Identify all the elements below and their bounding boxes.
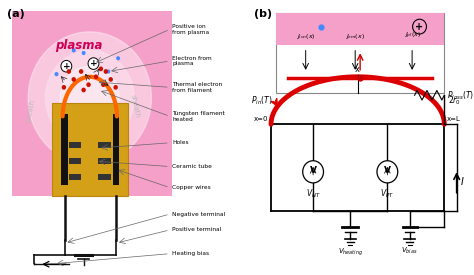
Text: I: I [460, 177, 463, 187]
Bar [99, 142, 111, 148]
Bar [62, 114, 68, 185]
Circle shape [60, 66, 119, 130]
Text: x: x [355, 65, 360, 74]
Text: $V_{bias}$: $V_{bias}$ [401, 246, 418, 257]
Circle shape [55, 72, 58, 76]
Text: +: + [416, 22, 424, 32]
Text: x=L: x=L [447, 116, 461, 122]
Circle shape [104, 69, 108, 74]
Text: V: V [384, 166, 391, 175]
Text: x=0: x=0 [254, 116, 269, 122]
Text: (a): (a) [7, 9, 25, 20]
Bar [99, 158, 111, 164]
Circle shape [109, 77, 113, 82]
Text: $V_{PT}$: $V_{PT}$ [380, 187, 394, 200]
Text: Electron from
plasma: Electron from plasma [173, 56, 212, 66]
Circle shape [377, 161, 398, 183]
Circle shape [62, 85, 66, 90]
Text: Ceramic tube: Ceramic tube [173, 164, 212, 169]
Text: sheath: sheath [26, 99, 36, 123]
Text: Thermal electron
from filament: Thermal electron from filament [173, 82, 222, 93]
Text: $2r_0$: $2r_0$ [448, 94, 461, 107]
Circle shape [67, 69, 71, 74]
Circle shape [72, 48, 76, 53]
Circle shape [79, 69, 83, 74]
Circle shape [88, 58, 99, 69]
Bar [69, 158, 81, 164]
Text: Tungsten filament
heated: Tungsten filament heated [173, 111, 225, 122]
Text: Positive ion
from plasma: Positive ion from plasma [173, 24, 210, 35]
Circle shape [72, 77, 76, 82]
Circle shape [28, 32, 151, 164]
Circle shape [99, 67, 103, 71]
Text: $J_{pl}(x)$: $J_{pl}(x)$ [404, 31, 420, 41]
Circle shape [46, 50, 134, 145]
Bar [69, 142, 81, 148]
Circle shape [101, 82, 106, 87]
Bar [99, 174, 111, 180]
Circle shape [303, 161, 323, 183]
Circle shape [82, 88, 86, 92]
Circle shape [86, 82, 91, 87]
Circle shape [82, 51, 86, 55]
Bar [69, 174, 81, 180]
Circle shape [61, 60, 72, 72]
Text: Holes: Holes [173, 140, 189, 145]
Text: $J_{ion}(x)$: $J_{ion}(x)$ [296, 32, 316, 41]
Circle shape [116, 56, 120, 60]
Text: Copper wires: Copper wires [173, 185, 211, 190]
Text: sheath: sheath [130, 94, 141, 118]
Text: Heating bias: Heating bias [173, 251, 210, 256]
Circle shape [113, 85, 118, 90]
Text: $P_{in}(T)$: $P_{in}(T)$ [251, 94, 273, 107]
Text: Negative terminal: Negative terminal [173, 211, 226, 216]
Text: plasma: plasma [55, 39, 102, 52]
Text: $V_{NT}$: $V_{NT}$ [306, 187, 320, 200]
Circle shape [94, 75, 98, 79]
Text: $V_{heating}$: $V_{heating}$ [337, 246, 363, 258]
Bar [276, 13, 444, 93]
Text: $J_{em}(x)$: $J_{em}(x)$ [345, 32, 365, 41]
Text: +: + [63, 62, 70, 71]
Text: V: V [310, 166, 317, 175]
Circle shape [106, 69, 110, 74]
Bar [52, 103, 128, 196]
Text: (b): (b) [254, 9, 272, 20]
Text: $P_{loss}(T)$: $P_{loss}(T)$ [447, 89, 474, 101]
Bar [276, 13, 444, 45]
Bar [12, 11, 173, 196]
Bar [113, 114, 119, 185]
Text: Positive terminal: Positive terminal [173, 227, 222, 232]
Text: +: + [90, 59, 97, 68]
